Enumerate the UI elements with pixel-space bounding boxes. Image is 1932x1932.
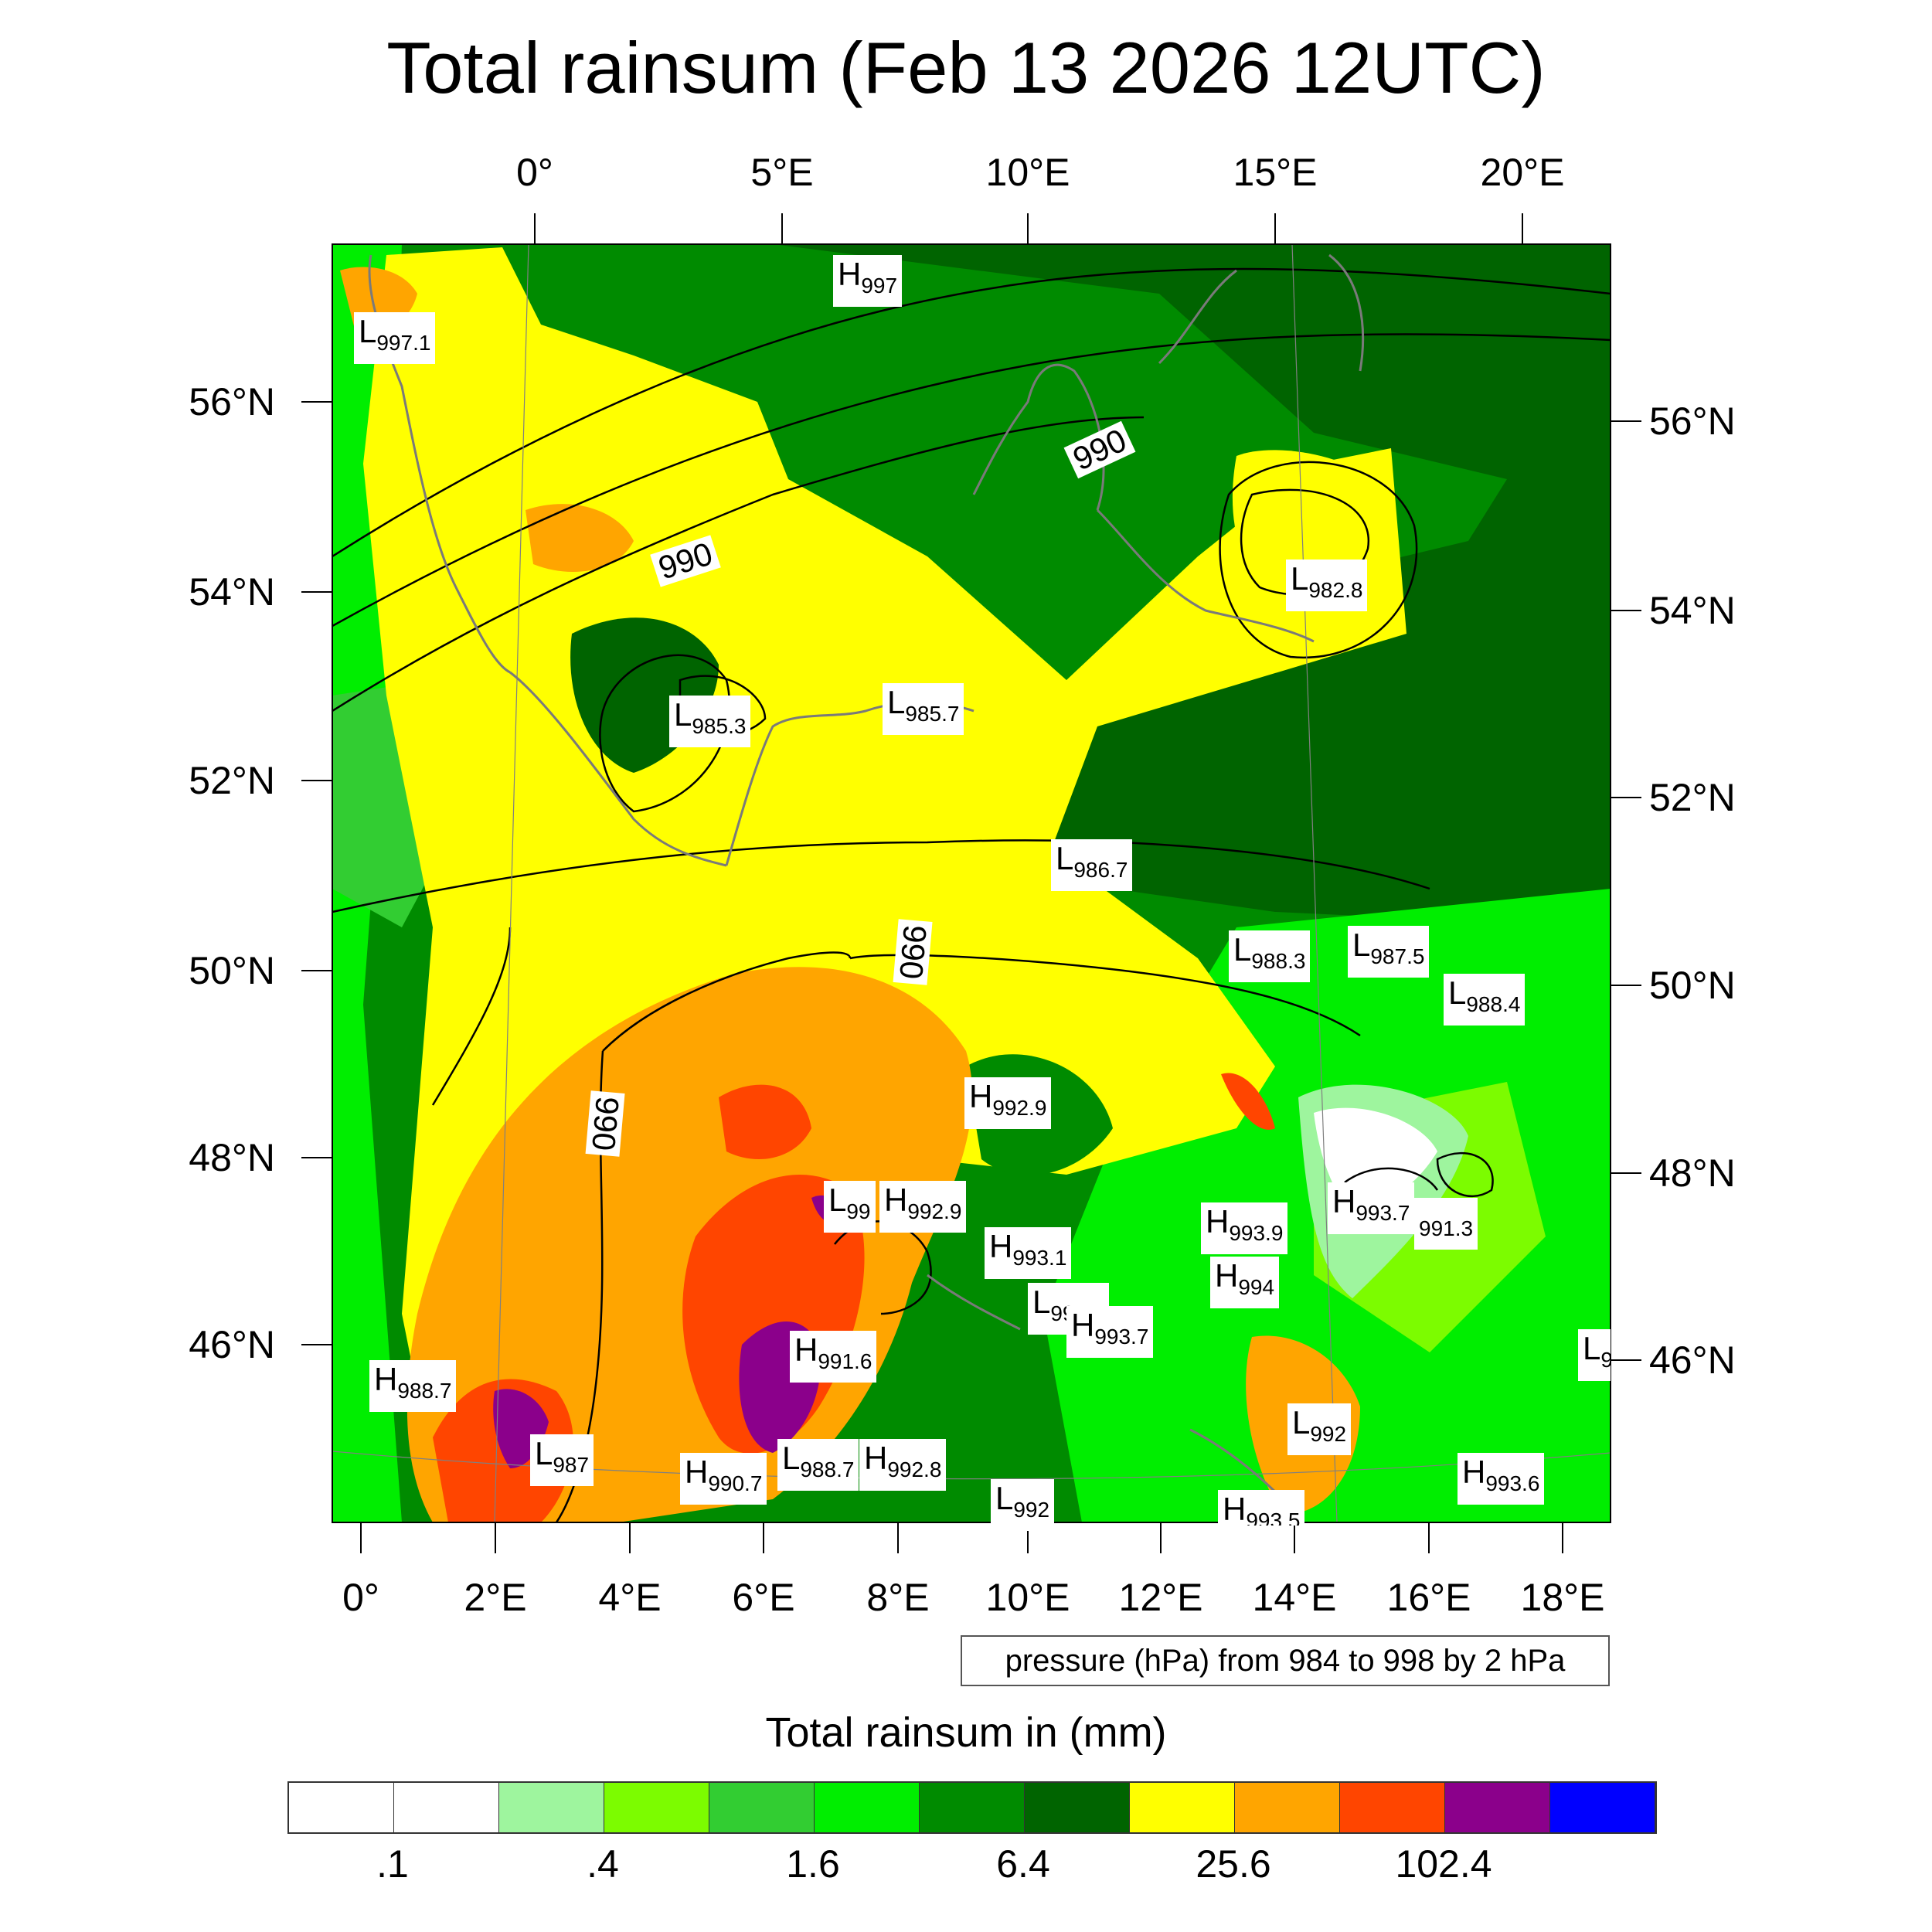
lon-label-bottom: 8°E — [866, 1576, 930, 1619]
pressure-center: H992.8 — [859, 1439, 947, 1491]
pressure-center: L992 — [991, 1479, 1055, 1531]
lon-label-top: 10°E — [985, 151, 1070, 194]
lat-label-right: 48°N — [1649, 1151, 1736, 1195]
lon-label-bottom: 10°E — [985, 1576, 1070, 1619]
lat-label-right: 52°N — [1649, 776, 1736, 819]
lon-label-bottom: 0° — [342, 1576, 379, 1619]
pressure-center: H991.6 — [790, 1331, 877, 1383]
pressure-center: H993.5 — [1218, 1490, 1305, 1526]
pressure-center: L987 — [530, 1434, 594, 1486]
pressure-center: H993.6 — [1458, 1453, 1545, 1505]
pressure-center: H994 — [1210, 1257, 1280, 1308]
pressure-center: H993.1 — [985, 1227, 1072, 1279]
lat-label-left: 52°N — [189, 759, 275, 802]
pressure-center: L988.4 — [1444, 974, 1526, 1026]
lat-label-left: 56°N — [189, 380, 275, 423]
lon-label-bottom: 16°E — [1386, 1576, 1471, 1619]
colorbar-title: Total rainsum in (mm) — [765, 1709, 1167, 1756]
colorbar-swatch — [604, 1783, 709, 1832]
pressure-center: H992.9 — [964, 1077, 1052, 1129]
pressure-center: L985.3 — [669, 696, 751, 747]
pressure-center: H997 — [833, 255, 903, 307]
colorbar-swatch — [1445, 1783, 1550, 1832]
pressure-center: L986.7 — [1051, 839, 1133, 891]
colorbar-tick-label: 6.4 — [996, 1842, 1050, 1886]
pressure-center: L997.1 — [354, 312, 436, 364]
lat-label-right: 50°N — [1649, 964, 1736, 1007]
isobar-label: 990 — [585, 1090, 626, 1157]
map-frame — [332, 243, 1611, 1523]
pressure-center: L988.7 — [777, 1439, 859, 1491]
pressure-center: H993.7 — [1328, 1182, 1415, 1234]
map-title: Total rainsum (Feb 13 2026 12UTC) — [386, 27, 1546, 108]
colorbar-swatch — [1340, 1783, 1445, 1832]
pressure-center: L988.3 — [1229, 930, 1311, 982]
pressure-center: H993.7 — [1066, 1306, 1154, 1358]
colorbar-swatch — [289, 1783, 394, 1832]
axis-ticks — [301, 213, 1641, 1553]
lon-label-top: 5°E — [750, 151, 814, 194]
pressure-center: L987.5 — [1348, 926, 1430, 978]
pressure-center: L992 — [1287, 1403, 1352, 1455]
lon-label-top: 0° — [516, 151, 553, 194]
colorbar-tick-label: 102.4 — [1395, 1842, 1492, 1886]
lon-label-top: 15°E — [1233, 151, 1318, 194]
colorbar-tick-label: 25.6 — [1196, 1842, 1271, 1886]
rainfall-field — [332, 244, 1611, 1522]
pressure-center: H988.7 — [369, 1360, 457, 1412]
colorbar-tick-label: .4 — [587, 1842, 619, 1886]
pressure-note: pressure (hPa) from 984 to 998 by 2 hPa — [961, 1635, 1610, 1686]
pressure-center: L99 — [824, 1181, 876, 1233]
pressure-center: 991.3 — [1414, 1198, 1478, 1250]
lat-label-right: 56°N — [1649, 400, 1736, 443]
colorbar-tick-label: .1 — [376, 1842, 409, 1886]
lat-label-left: 46°N — [189, 1323, 275, 1366]
pressure-center: L982.8 — [1286, 560, 1368, 611]
lon-label-bottom: 2°E — [464, 1576, 527, 1619]
colorbar-swatch — [1235, 1783, 1340, 1832]
colorbar-swatch — [499, 1783, 604, 1832]
lon-label-bottom: 4°E — [598, 1576, 662, 1619]
lat-label-right: 46°N — [1649, 1338, 1736, 1382]
lon-label-top: 20°E — [1480, 151, 1565, 194]
pressure-center: H993.9 — [1201, 1202, 1288, 1254]
lon-label-bottom: 14°E — [1252, 1576, 1337, 1619]
colorbar-tick-label: 1.6 — [786, 1842, 840, 1886]
pressure-center: L9 — [1578, 1329, 1611, 1381]
lat-label-right: 54°N — [1649, 589, 1736, 632]
lon-label-bottom: 6°E — [732, 1576, 795, 1619]
colorbar-swatch — [815, 1783, 920, 1832]
pressure-center: L985.7 — [883, 683, 964, 735]
pressure-center: H990.7 — [680, 1453, 767, 1505]
lon-label-bottom: 12°E — [1118, 1576, 1203, 1619]
colorbar-swatch — [394, 1783, 499, 1832]
lon-label-bottom: 18°E — [1520, 1576, 1605, 1619]
colorbar-swatch — [1550, 1783, 1655, 1832]
isobar-label: 990 — [893, 919, 934, 985]
colorbar-swatch — [1130, 1783, 1235, 1832]
colorbar-swatch — [920, 1783, 1025, 1832]
lat-label-left: 54°N — [189, 570, 275, 614]
lat-label-left: 50°N — [189, 949, 275, 992]
colorbar-swatch — [1025, 1783, 1130, 1832]
colorbar — [287, 1781, 1657, 1834]
lat-label-left: 48°N — [189, 1136, 275, 1179]
pressure-center: H992.9 — [879, 1181, 967, 1233]
colorbar-swatch — [709, 1783, 815, 1832]
